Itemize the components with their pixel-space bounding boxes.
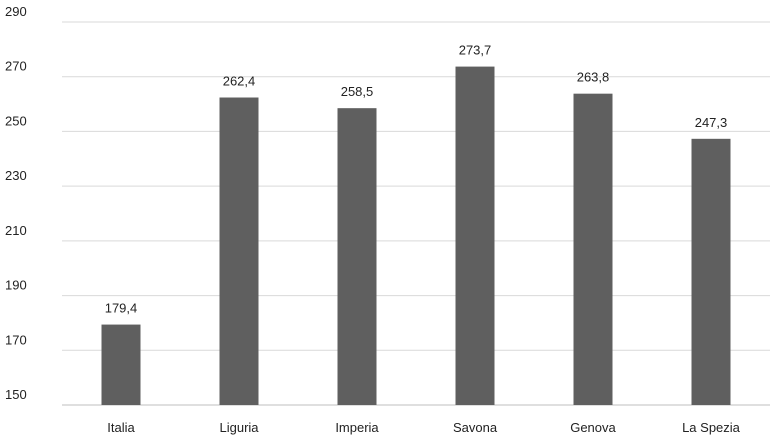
data-label: 273,7 <box>459 43 492 58</box>
y-tick-label: 290 <box>5 4 27 19</box>
bar <box>101 324 141 405</box>
data-label: 258,5 <box>341 84 374 99</box>
y-axis-ticks: 150 170 190 210 230 250 270 290 <box>5 4 27 402</box>
x-tick-label: Genova <box>570 420 616 435</box>
x-axis-ticks: Italia Liguria Imperia Savona Genova La Spezi… <box>107 420 740 435</box>
data-label: 263,8 <box>577 70 610 85</box>
bar <box>219 97 259 406</box>
x-tick-label: La Spezia <box>682 420 741 435</box>
bars <box>101 66 731 406</box>
x-tick-label: Savona <box>453 420 498 435</box>
data-label: 179,4 <box>105 301 138 316</box>
bar <box>691 138 731 405</box>
data-label: 262,4 <box>223 74 256 89</box>
y-tick-label: 190 <box>5 278 27 293</box>
y-tick-label: 270 <box>5 59 27 74</box>
y-tick-label: 230 <box>5 168 27 183</box>
bar <box>337 108 377 406</box>
bar <box>573 93 613 405</box>
x-tick-label: Liguria <box>219 420 259 435</box>
data-label: 247,3 <box>695 115 728 130</box>
y-tick-label: 210 <box>5 223 27 238</box>
data-labels: 179,4 262,4 258,5 273,7 263,8 247,3 <box>105 43 728 316</box>
y-tick-label: 150 <box>5 387 27 402</box>
gridlines <box>62 21 770 406</box>
x-tick-label: Imperia <box>335 420 379 435</box>
y-tick-label: 250 <box>5 113 27 128</box>
y-tick-label: 170 <box>5 332 27 347</box>
bar <box>455 66 495 406</box>
x-tick-label: Italia <box>107 420 135 435</box>
